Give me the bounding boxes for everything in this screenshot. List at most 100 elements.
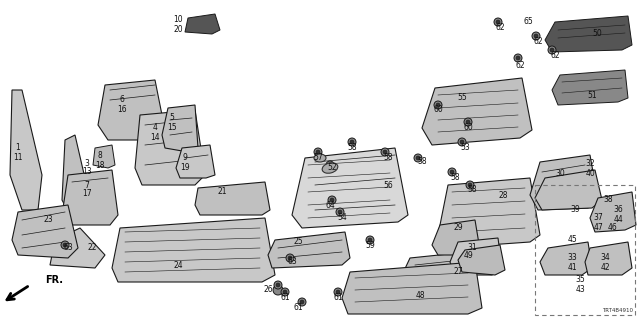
Circle shape bbox=[434, 101, 442, 109]
Text: 10: 10 bbox=[173, 15, 183, 25]
Circle shape bbox=[330, 198, 334, 202]
Polygon shape bbox=[135, 110, 205, 185]
Circle shape bbox=[468, 183, 472, 187]
Circle shape bbox=[460, 140, 464, 144]
Text: 60: 60 bbox=[433, 106, 443, 115]
Text: 9: 9 bbox=[182, 154, 188, 163]
Bar bbox=[535, 185, 635, 315]
Polygon shape bbox=[458, 245, 505, 275]
Text: 22: 22 bbox=[87, 244, 97, 252]
Text: 60: 60 bbox=[463, 124, 473, 132]
Polygon shape bbox=[540, 242, 592, 275]
Text: 62: 62 bbox=[495, 23, 505, 33]
Circle shape bbox=[281, 288, 289, 296]
Circle shape bbox=[328, 163, 332, 167]
Text: 64: 64 bbox=[325, 201, 335, 210]
Polygon shape bbox=[98, 80, 165, 140]
Circle shape bbox=[350, 140, 354, 144]
Text: 42: 42 bbox=[600, 263, 610, 273]
Text: FR.: FR. bbox=[45, 275, 63, 285]
Circle shape bbox=[464, 118, 472, 126]
Polygon shape bbox=[535, 170, 602, 210]
Text: 58: 58 bbox=[417, 157, 427, 166]
Circle shape bbox=[338, 210, 342, 214]
Circle shape bbox=[288, 256, 292, 260]
Text: 61: 61 bbox=[280, 293, 290, 302]
Text: 19: 19 bbox=[180, 163, 190, 172]
Circle shape bbox=[548, 46, 556, 54]
Circle shape bbox=[336, 208, 344, 216]
Text: 3: 3 bbox=[84, 158, 90, 167]
Circle shape bbox=[61, 241, 69, 249]
Text: 21: 21 bbox=[217, 188, 227, 196]
Circle shape bbox=[366, 236, 374, 244]
Text: 5: 5 bbox=[170, 114, 175, 123]
Text: 49: 49 bbox=[463, 251, 473, 260]
Text: 25: 25 bbox=[293, 237, 303, 246]
Text: 53: 53 bbox=[460, 143, 470, 153]
Polygon shape bbox=[62, 170, 118, 225]
Polygon shape bbox=[530, 155, 598, 210]
Polygon shape bbox=[432, 220, 480, 255]
Circle shape bbox=[368, 238, 372, 242]
Text: 20: 20 bbox=[173, 26, 183, 35]
Text: 4: 4 bbox=[152, 124, 157, 132]
Text: 36: 36 bbox=[613, 205, 623, 214]
Circle shape bbox=[414, 154, 422, 162]
Circle shape bbox=[534, 34, 538, 38]
Polygon shape bbox=[268, 232, 350, 268]
Text: 62: 62 bbox=[515, 60, 525, 69]
Circle shape bbox=[466, 120, 470, 124]
Text: 61: 61 bbox=[293, 303, 303, 313]
Polygon shape bbox=[185, 14, 220, 34]
Text: 35: 35 bbox=[575, 276, 585, 284]
Polygon shape bbox=[422, 78, 532, 145]
Polygon shape bbox=[402, 252, 475, 292]
Circle shape bbox=[494, 18, 502, 26]
Circle shape bbox=[516, 56, 520, 60]
Circle shape bbox=[466, 181, 474, 189]
Polygon shape bbox=[112, 218, 275, 282]
Text: 57: 57 bbox=[313, 154, 323, 163]
Polygon shape bbox=[585, 242, 632, 275]
Text: 23: 23 bbox=[43, 215, 53, 225]
Text: 31: 31 bbox=[467, 244, 477, 252]
Polygon shape bbox=[545, 16, 632, 52]
Circle shape bbox=[63, 243, 67, 247]
Circle shape bbox=[448, 168, 456, 176]
Text: 61: 61 bbox=[333, 293, 343, 302]
Polygon shape bbox=[162, 105, 198, 152]
Polygon shape bbox=[93, 145, 115, 168]
Polygon shape bbox=[292, 148, 408, 228]
Text: 56: 56 bbox=[383, 180, 393, 189]
Text: 47: 47 bbox=[593, 223, 603, 233]
Text: 16: 16 bbox=[117, 106, 127, 115]
Text: 1: 1 bbox=[15, 143, 20, 153]
Text: 28: 28 bbox=[499, 190, 508, 199]
Text: 63: 63 bbox=[63, 244, 73, 252]
Circle shape bbox=[450, 170, 454, 174]
Text: 14: 14 bbox=[150, 132, 160, 141]
Polygon shape bbox=[50, 228, 105, 268]
Circle shape bbox=[334, 288, 342, 296]
Text: 6: 6 bbox=[120, 95, 124, 105]
Text: 51: 51 bbox=[587, 91, 597, 100]
Text: 59: 59 bbox=[365, 241, 375, 250]
Circle shape bbox=[496, 20, 500, 24]
Text: 38: 38 bbox=[603, 196, 613, 204]
Text: 62: 62 bbox=[533, 37, 543, 46]
Text: TRT4B4910: TRT4B4910 bbox=[602, 308, 633, 313]
Text: 8: 8 bbox=[98, 151, 102, 161]
Text: 40: 40 bbox=[585, 169, 595, 178]
Polygon shape bbox=[438, 178, 540, 248]
Circle shape bbox=[326, 161, 334, 169]
Text: 34: 34 bbox=[600, 253, 610, 262]
Text: 39: 39 bbox=[570, 205, 580, 214]
Circle shape bbox=[336, 290, 340, 294]
Text: 33: 33 bbox=[567, 253, 577, 262]
Text: 27: 27 bbox=[453, 268, 463, 276]
Text: 58: 58 bbox=[347, 143, 357, 153]
Text: 18: 18 bbox=[95, 161, 105, 170]
Circle shape bbox=[328, 196, 336, 204]
Circle shape bbox=[273, 285, 283, 295]
